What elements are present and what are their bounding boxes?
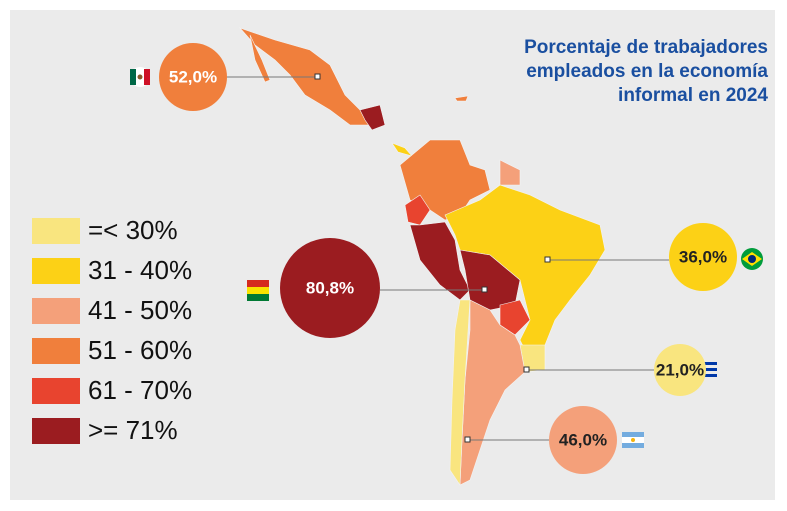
legend-swatch xyxy=(32,258,80,284)
legend-label: 61 - 70% xyxy=(88,375,192,405)
title-line: Porcentaje de trabajadores xyxy=(524,37,768,58)
cuba xyxy=(454,95,469,102)
anchor xyxy=(464,436,471,443)
callout-label: 21,0% xyxy=(656,360,704,379)
ecuador xyxy=(404,194,431,226)
map xyxy=(239,27,606,486)
legend-label: 41 - 50% xyxy=(88,295,192,325)
legend-label: 51 - 60% xyxy=(88,335,192,365)
guyana xyxy=(499,159,521,186)
legend-swatch xyxy=(32,218,80,244)
legend: =< 30% 31 - 40% 41 - 50% 51 - 60% 61 - 70% >=… xyxy=(32,215,192,445)
legend-label: =< 30% xyxy=(88,215,178,245)
callout-circle xyxy=(669,223,737,291)
callout-circle xyxy=(159,43,227,111)
anchor xyxy=(544,256,551,263)
callout-circle xyxy=(280,238,380,338)
anchor xyxy=(481,286,488,293)
peru xyxy=(409,221,471,301)
legend-swatch xyxy=(32,378,80,404)
callout-circle xyxy=(549,406,617,474)
title: Porcentaje de trabajadores empleados en … xyxy=(524,37,768,106)
anchor xyxy=(314,73,321,80)
callout-label: 52,0% xyxy=(169,67,217,86)
baja-california xyxy=(249,34,271,83)
flag-argentina xyxy=(622,432,644,448)
flag-bolivia xyxy=(247,280,269,301)
flag-mexico xyxy=(130,67,150,87)
title-line: informal en 2024 xyxy=(618,85,768,106)
connectors xyxy=(227,73,669,443)
callout-circle xyxy=(654,344,706,396)
callouts: 52,0% 80,8% 36,0% 21,0% 46,0% xyxy=(159,43,737,474)
legend-label: >= 71% xyxy=(88,415,178,445)
legend-swatch xyxy=(32,338,80,364)
legend-label: 31 - 40% xyxy=(88,255,192,285)
flag-brazil xyxy=(741,248,763,270)
chile xyxy=(449,299,471,486)
callout-label: 80,8% xyxy=(306,278,354,297)
legend-swatch xyxy=(32,418,80,444)
callout-label: 36,0% xyxy=(679,247,727,266)
legend-swatch xyxy=(32,298,80,324)
central-america xyxy=(359,104,386,131)
paraguay xyxy=(499,299,531,336)
flags xyxy=(130,67,763,448)
panel xyxy=(10,10,775,500)
callout-label: 46,0% xyxy=(559,430,607,449)
title-line: empleados en la economía xyxy=(526,61,768,82)
anchor xyxy=(523,366,530,373)
